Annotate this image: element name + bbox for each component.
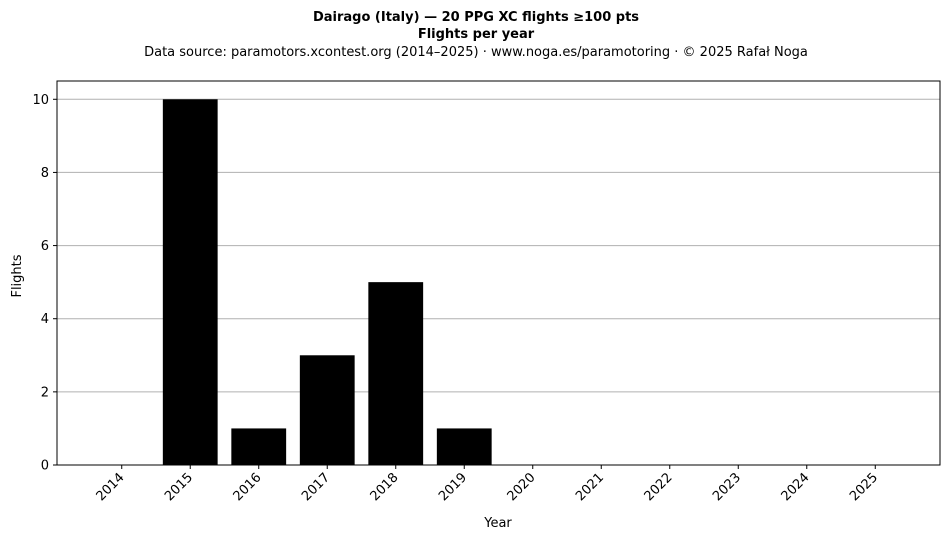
x-tick-label-2018: 2018 (368, 470, 402, 504)
x-tick-label-2023: 2023 (710, 470, 744, 504)
chart-title-line2: Flights per year (418, 27, 535, 42)
x-tick-label-2015: 2015 (162, 470, 196, 504)
y-tick-label-4: 4 (41, 312, 49, 327)
x-tick-label-2021: 2021 (573, 470, 607, 504)
x-tick-label-2019: 2019 (436, 470, 470, 504)
plot-area-frame (56, 80, 941, 466)
x-tick-label-2024: 2024 (779, 470, 813, 504)
y-tick-label-2: 2 (41, 385, 49, 400)
x-tick-label-2017: 2017 (299, 470, 333, 504)
x-axis-label: Year (483, 516, 512, 531)
x-tick-label-2022: 2022 (642, 470, 676, 504)
x-axis-ticks: 2014 2015 2016 2017 2018 2019 2020 2021 2022 2023… (94, 465, 881, 504)
bar-2017 (299, 355, 355, 465)
x-tick-label-2020: 2020 (505, 470, 539, 504)
y-axis-label: Flights (10, 254, 25, 297)
y-axis-ticks: 0 2 4 6 8 10 (32, 93, 57, 474)
bar-2015 (162, 99, 218, 466)
chart-subtitle: Data source: paramotors.xcontest.org (20… (144, 45, 808, 60)
x-tick-label-2025: 2025 (847, 470, 881, 504)
bar-2016 (231, 428, 287, 465)
y-tick-label-6: 6 (41, 239, 49, 254)
y-tick-label-10: 10 (32, 93, 49, 108)
bar-2019 (436, 428, 492, 465)
x-tick-label-2014: 2014 (94, 470, 128, 504)
bar-2018 (368, 282, 424, 465)
x-tick-label-2016: 2016 (231, 470, 265, 504)
y-tick-label-0: 0 (41, 459, 49, 474)
chart-title-line1: Dairago (Italy) — 20 PPG XC flights ≥100… (313, 10, 639, 25)
y-tick-label-8: 8 (41, 166, 49, 181)
bars (162, 99, 492, 466)
